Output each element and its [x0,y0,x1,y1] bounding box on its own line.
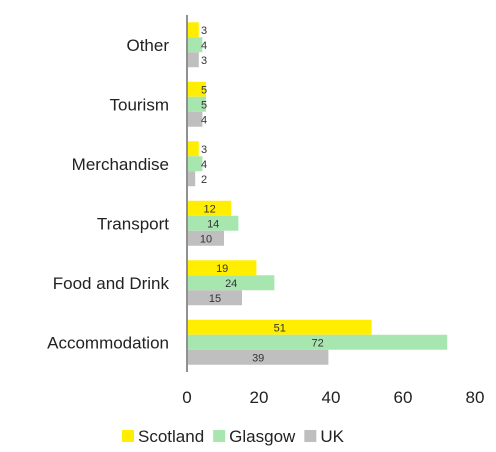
bar-label-transport-glasgow: 14 [207,218,219,230]
legend-label-uk: UK [320,427,344,446]
bar-accommodation-glasgow [188,334,448,350]
bar-label-merchandise-scotland: 3 [201,144,207,156]
bar-food-and-drink-uk [188,290,242,306]
bar-label-transport-uk: 10 [200,233,212,245]
bar-label-food-and-drink-glasgow: 24 [225,278,237,290]
bar-label-transport-scotland: 12 [203,203,215,215]
x-tick-0: 0 [182,388,191,407]
bar-label-merchandise-glasgow: 4 [201,159,207,171]
bar-tourism-glasgow [188,96,206,112]
category-label-food-and-drink: Food and Drink [53,274,170,293]
bar-label-accommodation-glasgow: 72 [311,337,323,349]
bar-accommodation-uk [188,349,329,365]
bar-merchandise-glasgow [188,156,203,172]
bar-accommodation-scotland [188,319,372,335]
bar-label-other-glasgow: 4 [201,40,207,52]
x-tick-60: 60 [394,388,413,407]
legend-swatch-scotland [122,430,134,442]
bar-transport-scotland [188,200,232,216]
bar-label-other-uk: 3 [201,55,207,67]
bar-label-food-and-drink-uk: 15 [209,293,221,305]
bar-transport-glasgow [188,215,239,231]
bar-label-accommodation-scotland: 51 [274,322,286,334]
bar-label-tourism-uk: 4 [201,114,207,126]
category-label-merchandise: Merchandise [72,155,169,174]
bar-other-uk [188,52,199,68]
bar-label-accommodation-uk: 39 [252,352,264,364]
category-labels: Accommodation Food and Drink Transport Merc… [47,36,169,353]
bar-tourism-uk [188,111,203,127]
bar-food-and-drink-glasgow [188,275,275,291]
bar-label-tourism-scotland: 5 [201,84,207,96]
legend-label-glasgow: Glasgow [229,427,296,446]
bars-group: 51 72 39 19 24 15 12 14 10 3 4 2 5 5 4 3 4 3 [188,22,448,365]
bar-other-scotland [188,22,199,38]
bar-label-merchandise-uk: 2 [201,174,207,186]
bar-label-tourism-glasgow: 5 [201,99,207,111]
legend-label-scotland: Scotland [138,427,204,446]
x-tick-labels: 0 20 40 60 80 [182,388,484,407]
legend-swatch-glasgow [213,430,226,442]
x-tick-40: 40 [322,388,341,407]
category-label-transport: Transport [97,214,169,233]
x-tick-80: 80 [466,388,485,407]
category-label-accommodation: Accommodation [47,333,169,352]
bar-food-and-drink-scotland [188,260,257,276]
bar-label-other-scotland: 3 [201,25,207,37]
legend-swatch-uk [304,430,317,442]
bar-label-food-and-drink-scotland: 19 [216,263,228,275]
bar-tourism-scotland [188,81,206,97]
bar-transport-uk [188,230,224,246]
x-tick-20: 20 [250,388,269,407]
bar-merchandise-uk [188,171,196,187]
legend: Scotland Glasgow UK [122,427,345,446]
bar-other-glasgow [188,37,203,53]
category-label-tourism: Tourism [109,95,169,114]
bar-merchandise-scotland [188,141,199,157]
category-label-other: Other [126,36,169,55]
